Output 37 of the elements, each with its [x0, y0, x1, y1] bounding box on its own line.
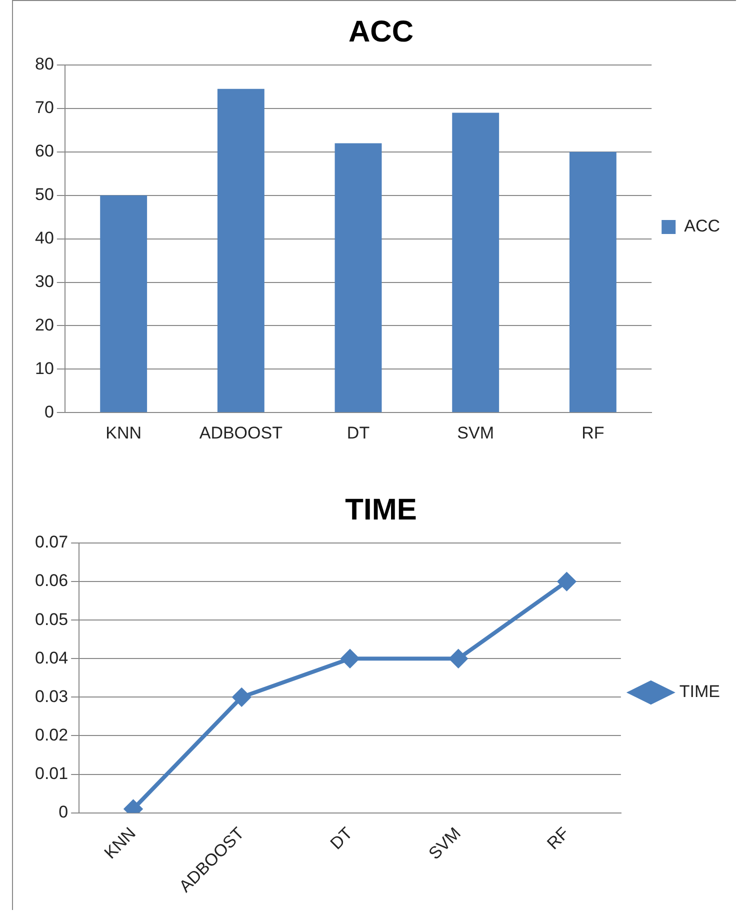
x-tick-label: KNN: [106, 423, 142, 442]
bar: [452, 112, 500, 412]
point: [340, 650, 359, 668]
legend-label: ACC: [684, 216, 720, 236]
x-tick-label: DT: [326, 824, 356, 854]
y-tick-label: 60: [34, 142, 54, 161]
point: [558, 572, 576, 591]
chart-title: TIME: [345, 493, 417, 526]
x-tick-label: RF: [543, 824, 573, 854]
y-tick-label: 50: [34, 185, 54, 204]
x-tick-label: RF: [582, 423, 604, 442]
bar: [569, 152, 616, 412]
y-tick-label: 0.04: [34, 648, 68, 668]
point: [449, 650, 468, 668]
y-tick-label: 80: [34, 54, 54, 74]
y-tick-label: 70: [34, 98, 54, 118]
y-tick-label: 0.07: [34, 532, 68, 552]
y-tick-label: 0.05: [34, 610, 68, 629]
bar: [334, 143, 382, 412]
y-tick-label: 40: [34, 228, 54, 248]
bar: [100, 195, 148, 412]
chart-title: ACC: [348, 15, 414, 48]
y-tick-label: 0.03: [34, 686, 68, 706]
y-tick-label: 10: [34, 358, 54, 378]
y-tick-label: 0.02: [34, 725, 68, 744]
y-tick-label: 30: [34, 272, 54, 291]
y-tick-label: 0: [44, 402, 54, 422]
bar: [217, 88, 264, 412]
point: [232, 688, 251, 706]
x-tick-label: DT: [346, 423, 370, 442]
x-tick-label: ADBOOST: [199, 423, 282, 442]
y-tick-label: 0.01: [34, 764, 68, 783]
legend-label: TIME: [679, 682, 720, 702]
x-tick-label: SVM: [457, 423, 494, 442]
y-tick-label: 0.06: [34, 571, 68, 590]
y-tick-label: 20: [34, 315, 54, 334]
y-tick-label: 0: [58, 802, 68, 822]
